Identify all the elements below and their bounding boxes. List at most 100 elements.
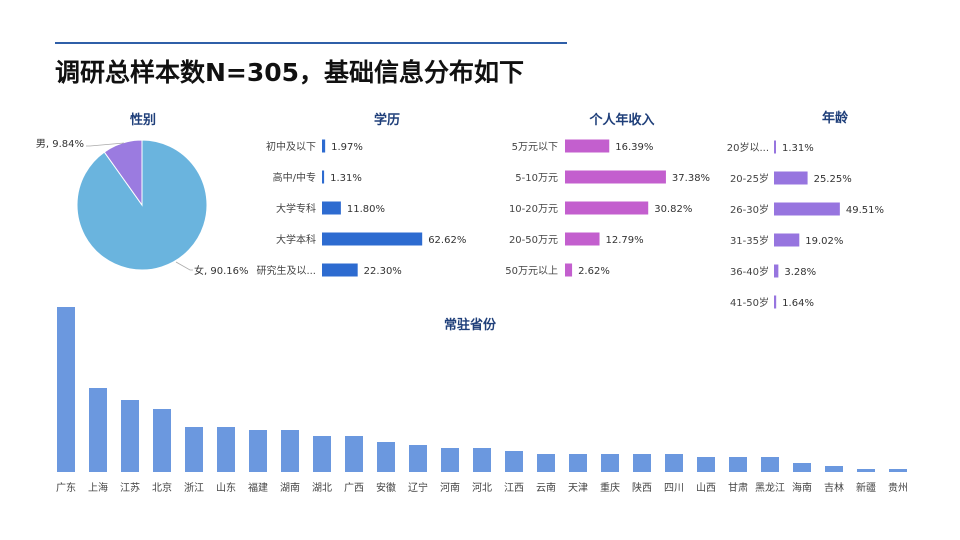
- province-label: 吉林: [824, 481, 844, 494]
- bar: [322, 139, 326, 153]
- province-bar: [441, 448, 459, 472]
- province-bar: [601, 454, 619, 472]
- province-bar: [153, 409, 171, 472]
- province-bar: [89, 388, 107, 472]
- province-label: 四川: [664, 483, 684, 494]
- title-rule: [55, 42, 567, 44]
- bar-category-label: 高中/中专: [273, 171, 316, 184]
- province-label: 甘肃: [728, 481, 748, 494]
- bar-category-label: 10-20万元: [509, 204, 558, 215]
- province-label: 福建: [248, 481, 268, 494]
- bar-value-label: 30.82%: [654, 204, 692, 215]
- education-chart-title: 学历: [373, 113, 401, 128]
- province-bar: [121, 400, 139, 472]
- bar-value-label: 25.25%: [814, 174, 852, 185]
- bar-value-label: 22.30%: [364, 266, 402, 277]
- province-bar: [505, 451, 523, 472]
- province-label: 河南: [440, 481, 460, 494]
- bar-value-label: 1.31%: [782, 143, 814, 154]
- bar-category-label: 26-30岁: [730, 203, 769, 216]
- province-bar: [889, 469, 907, 472]
- province-label: 云南: [536, 481, 556, 494]
- bar-value-label: 1.31%: [330, 173, 362, 184]
- pie-label: 女, 90.16%: [194, 264, 249, 277]
- bar: [565, 201, 649, 215]
- province-bar: [313, 436, 331, 472]
- bar-value-label: 49.51%: [846, 205, 884, 216]
- province-bar: [825, 466, 843, 472]
- bar-category-label: 5-10万元: [515, 173, 558, 184]
- bar-category-label: 31-35岁: [730, 234, 769, 247]
- bar-value-label: 2.62%: [578, 266, 610, 277]
- bar: [565, 232, 600, 246]
- province-label: 江西: [504, 482, 524, 494]
- page-title: 调研总样本数N=305，基础信息分布如下: [55, 58, 525, 87]
- province-bar: [409, 445, 427, 472]
- bar-value-label: 16.39%: [615, 142, 653, 153]
- bar-value-label: 12.79%: [606, 235, 644, 246]
- province-bar: [857, 469, 875, 472]
- bar-category-label: 5万元以下: [512, 142, 558, 153]
- bar: [774, 171, 808, 185]
- bar-value-label: 19.02%: [805, 236, 843, 247]
- province-label: 天津: [568, 482, 588, 494]
- province-bar: [665, 454, 683, 472]
- gender-chart-title: 性别: [129, 113, 157, 128]
- province-label: 新疆: [856, 481, 876, 494]
- bar-category-label: 20-25岁: [730, 172, 769, 185]
- bar-value-label: 1.64%: [782, 298, 814, 309]
- province-label: 江苏: [120, 481, 140, 494]
- province-label: 安徽: [376, 481, 396, 494]
- province-label: 广东: [56, 481, 76, 494]
- province-label: 湖南: [280, 481, 300, 494]
- bar-category-label: 20-50万元: [509, 235, 558, 246]
- bar: [565, 263, 573, 277]
- province-bar: [377, 442, 395, 472]
- bar: [774, 295, 777, 309]
- bar-category-label: 研究生及以...: [256, 264, 316, 277]
- province-bar: [345, 436, 363, 472]
- province-label: 北京: [152, 481, 172, 494]
- pie-leader-line: [175, 261, 193, 271]
- province-bar: [729, 457, 747, 472]
- bar: [565, 170, 666, 184]
- bar: [774, 233, 800, 247]
- pie-leader-line: [86, 142, 125, 147]
- bar: [322, 263, 358, 277]
- bar-value-label: 37.38%: [672, 173, 710, 184]
- bar-value-label: 1.97%: [331, 142, 363, 153]
- province-label: 河北: [472, 482, 492, 494]
- bar: [565, 139, 610, 153]
- province-bar: [249, 430, 267, 472]
- bar: [322, 201, 341, 215]
- bar: [774, 202, 840, 216]
- province-bar: [217, 427, 235, 472]
- bar-category-label: 大学专科: [276, 202, 316, 215]
- province-label: 广西: [344, 482, 364, 494]
- province-bar: [281, 430, 299, 472]
- bar-value-label: 62.62%: [428, 235, 466, 246]
- province-bar: [761, 457, 779, 472]
- pie-slice-0: [76, 139, 208, 271]
- province-label: 山西: [696, 482, 716, 494]
- province-bar: [569, 454, 587, 472]
- income-chart-title: 个人年收入: [589, 113, 655, 128]
- province-bar: [537, 454, 555, 472]
- province-label: 上海: [88, 481, 108, 494]
- province-bar: [57, 307, 75, 472]
- age-chart-title: 年龄: [821, 111, 849, 126]
- province-label: 辽宁: [408, 481, 428, 494]
- bar-category-label: 20岁以...: [727, 141, 769, 154]
- bar: [774, 140, 776, 154]
- bar: [322, 232, 423, 246]
- province-bar: [473, 448, 491, 472]
- province-bar: [185, 427, 203, 472]
- pie-label: 男, 9.84%: [36, 138, 84, 150]
- province-bar: [793, 463, 811, 472]
- bar-value-label: 3.28%: [784, 267, 816, 278]
- province-bar: [697, 457, 715, 472]
- province-label: 贵州: [888, 481, 908, 494]
- province-bar: [633, 454, 651, 472]
- province-label: 山东: [216, 481, 236, 494]
